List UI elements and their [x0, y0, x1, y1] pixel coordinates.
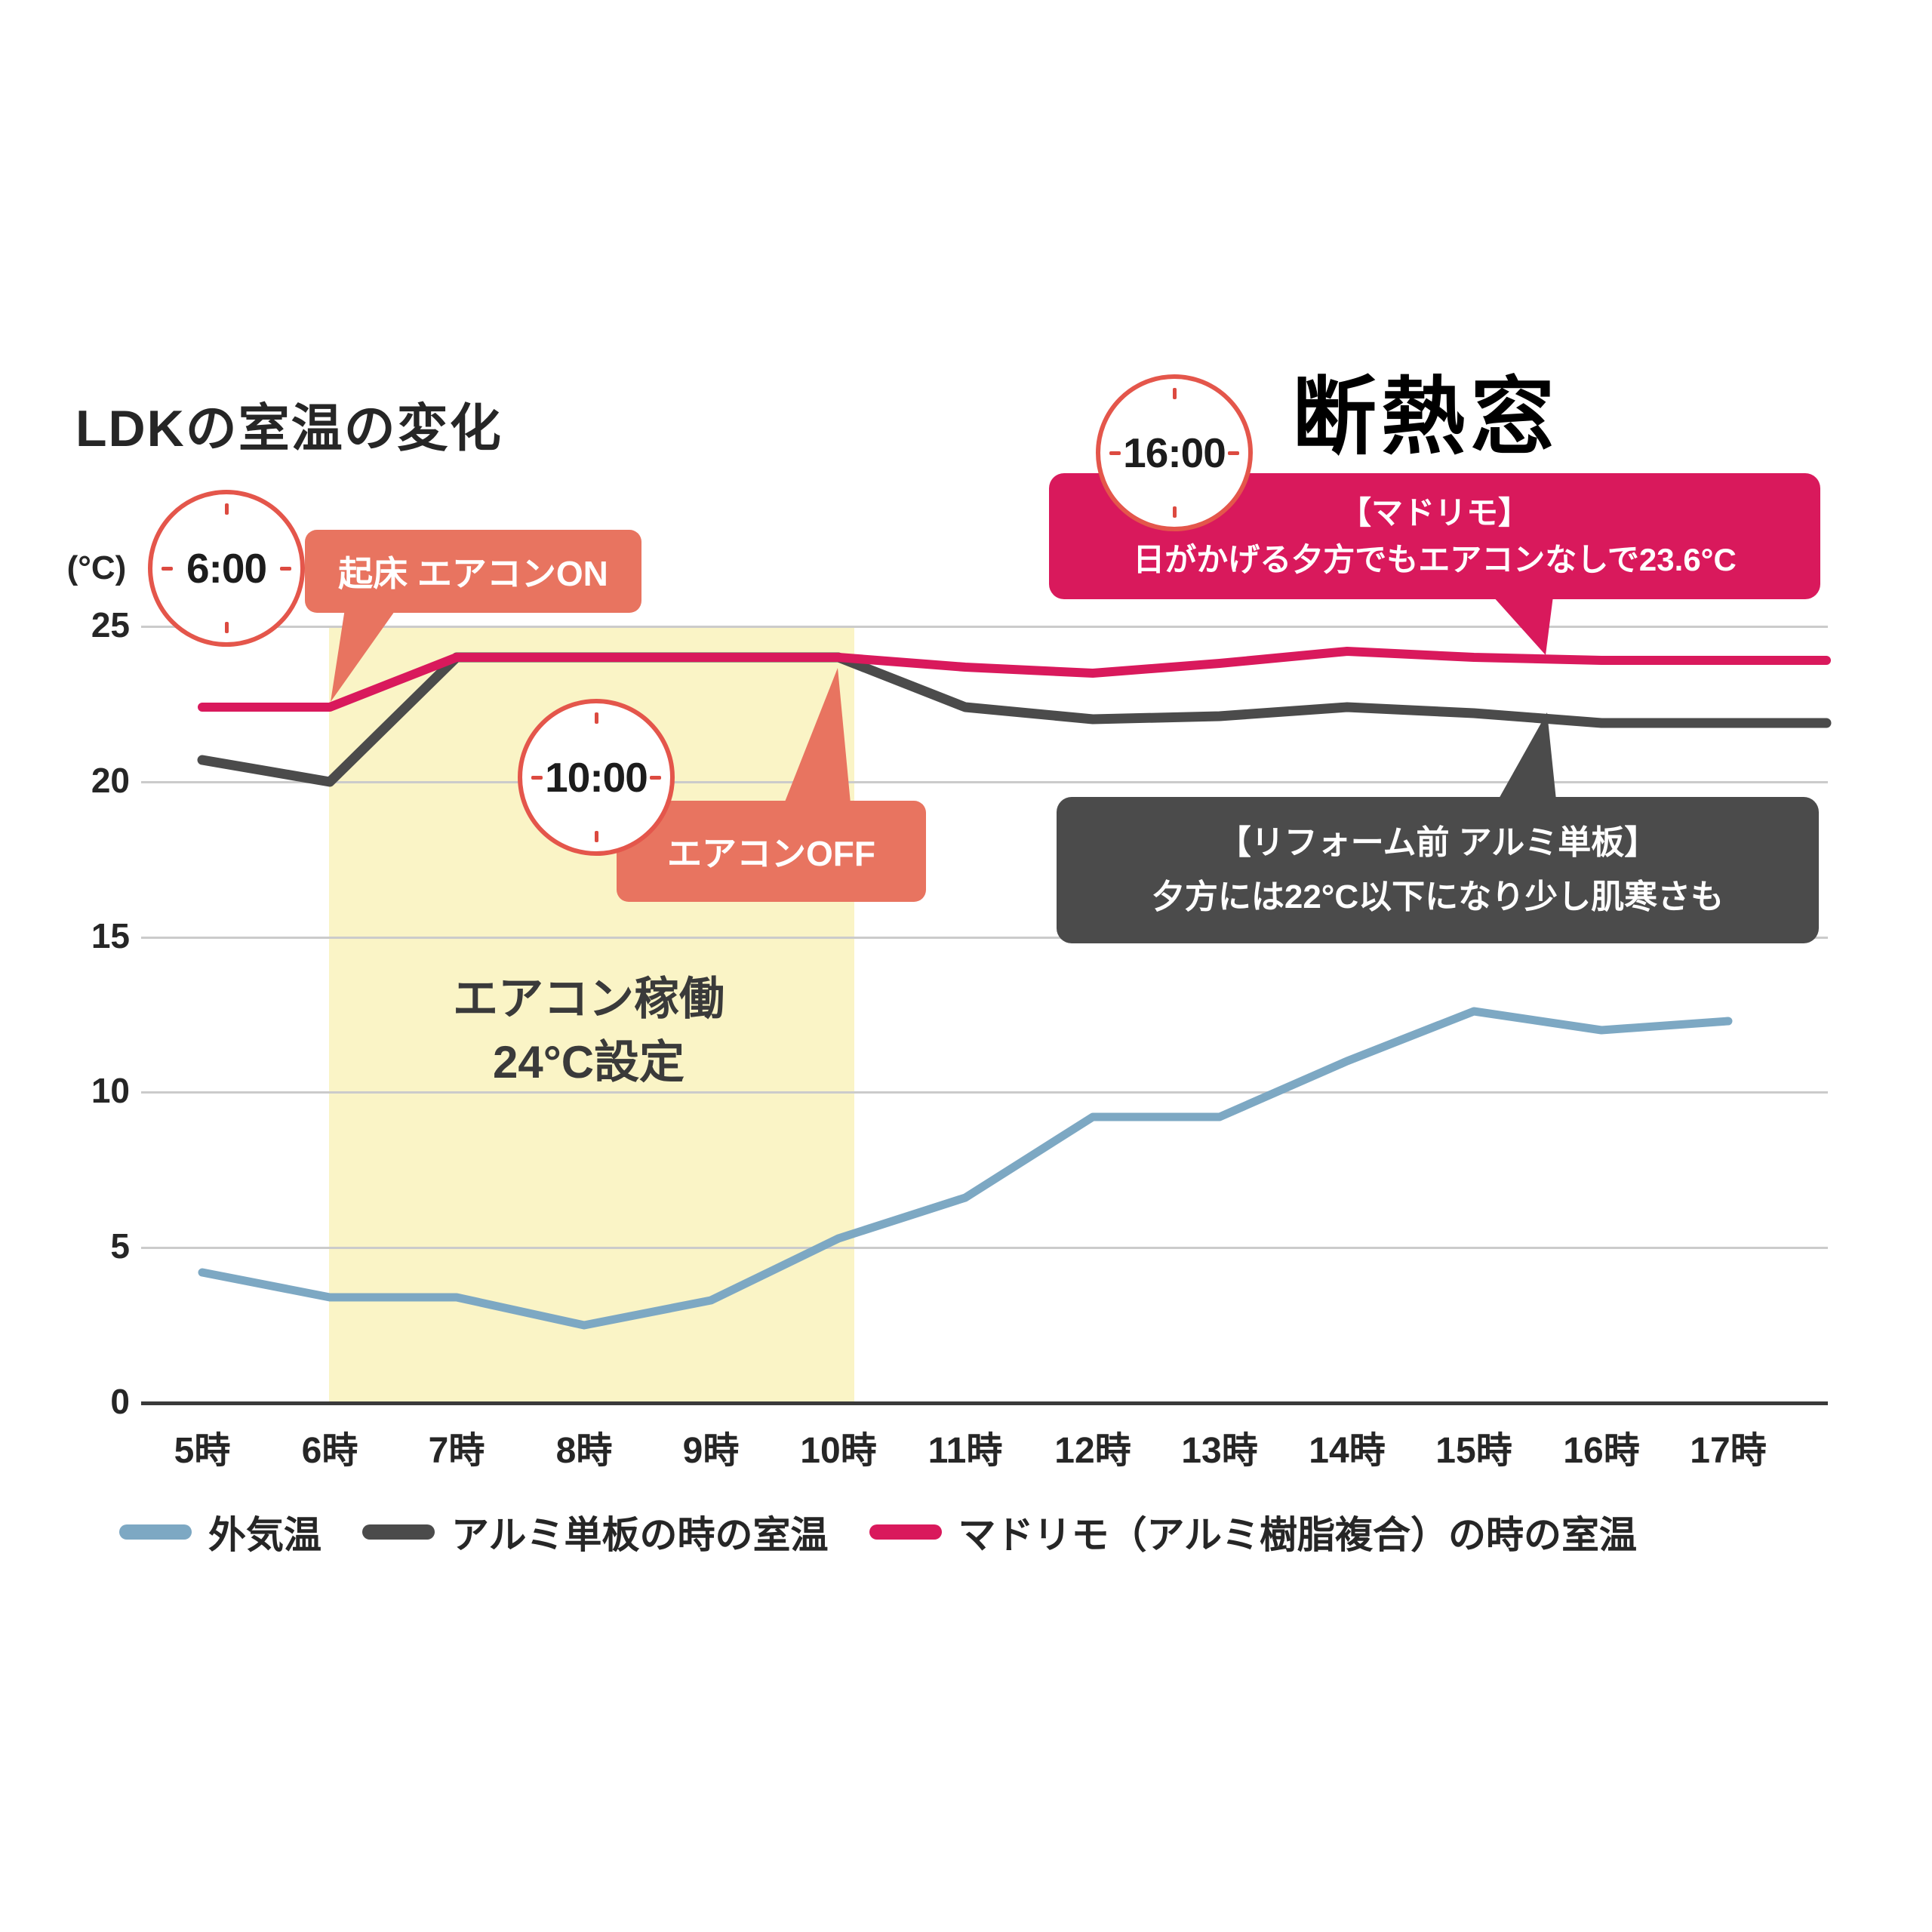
y-axis-tick-label: 10 — [91, 1071, 130, 1110]
clock-tick-icon — [1109, 451, 1121, 455]
x-axis-tick-label: 12時 — [1054, 1431, 1131, 1471]
clock-tick-icon — [162, 567, 173, 571]
x-axis-tick-label: 11時 — [928, 1431, 1003, 1471]
x-axis-tick-label: 10時 — [800, 1431, 877, 1471]
series-line-マドリモ（アルミ樹脂複合）の時の室温 — [198, 647, 1831, 712]
legend-swatch-icon — [362, 1524, 435, 1540]
madorimo-callout-box: 【マドリモ】 日がかげる夕方でもエアコンなしで23.6°C — [1049, 473, 1820, 599]
x-axis-tick-label: 15時 — [1435, 1431, 1512, 1471]
x-axis-line — [141, 1401, 1828, 1405]
x-axis-tick-label: 13時 — [1181, 1431, 1258, 1471]
x-axis-tick-label: 9時 — [682, 1431, 740, 1471]
legend-item: マドリモ（アルミ樹脂複合）の時の室温 — [869, 1505, 1638, 1559]
x-axis-tick-label: 17時 — [1690, 1431, 1767, 1471]
chart-title: LDKの室温の変化 — [75, 400, 503, 457]
wake-badge-pointer — [331, 604, 400, 702]
gridline-5 — [141, 1247, 1828, 1249]
series-line-アルミ単板の時の室温 — [197, 652, 1832, 787]
legend-label: 外気温 — [208, 1514, 321, 1556]
clock-icon-16: 16:00 — [1096, 374, 1253, 531]
aluminum-callout-line1: 【リフォーム前 アルミ単板】 — [1217, 824, 1658, 861]
clock-tick-icon — [225, 622, 229, 633]
legend-label: アルミ単板の時の室温 — [451, 1514, 829, 1556]
madorimo-callout-line1: 【マドリモ】 — [1339, 494, 1530, 531]
clock-tick-icon — [280, 567, 291, 571]
y-axis-tick-label: 20 — [91, 761, 130, 800]
clock-time-16: 16:00 — [1123, 429, 1226, 476]
wake-aircon-on-label: 起床 エアコンON — [338, 554, 608, 593]
legend-swatch-icon — [869, 1524, 942, 1540]
aircon-band-caption-line1: エアコン稼働 — [453, 974, 724, 1024]
clock-time-10: 10:00 — [545, 754, 648, 801]
clock-tick-icon — [650, 776, 661, 780]
legend-item: 外気温 — [119, 1505, 321, 1559]
x-axis-tick-label: 5時 — [174, 1431, 231, 1471]
aluminum-box-pointer — [1498, 712, 1556, 800]
clock-tick-icon — [595, 712, 598, 724]
clock-time-6: 6:00 — [186, 545, 267, 592]
legend: 外気温 アルミ単板の時の室温 マドリモ（アルミ樹脂複合）の時の室温 — [119, 1505, 1637, 1559]
y-axis-unit-label: (°C) — [66, 549, 127, 586]
series-lines — [197, 647, 1832, 1330]
aluminum-callout-line2: 夕方には22°C以下になり少し肌寒さも — [1151, 878, 1724, 915]
clock-tick-icon — [1173, 506, 1177, 518]
acoff-badge-pointer — [781, 668, 851, 811]
legend-item: アルミ単板の時の室温 — [362, 1505, 829, 1559]
clock-tick-icon — [225, 503, 229, 515]
madorimo-callout-line2: 日がかげる夕方でもエアコンなしで23.6°C — [1133, 541, 1737, 577]
clock-tick-icon — [1173, 388, 1177, 399]
y-axis-tick-label: 5 — [110, 1226, 130, 1266]
legend-label: マドリモ（アルミ樹脂複合）の時の室温 — [958, 1514, 1638, 1556]
y-axis-tick-label: 15 — [91, 916, 130, 955]
madorimo-box-pointer — [1493, 596, 1553, 655]
gridline-15 — [141, 937, 1828, 939]
gridline-10 — [141, 1091, 1828, 1094]
aircon-band-caption-line2: 24°C設定 — [492, 1037, 685, 1088]
aircon-off-label: エアコンOFF — [667, 834, 875, 873]
aircon-band-caption: エアコン稼働 24°C設定 — [362, 968, 815, 1094]
series-line-外気温 — [198, 1007, 1733, 1330]
clock-icon-6: 6:00 — [148, 490, 305, 647]
x-axis-tick-label: 6時 — [301, 1431, 358, 1471]
insulated-window-title: 断熱窓 — [1292, 370, 1559, 464]
legend-swatch-icon — [119, 1524, 192, 1540]
gridline-20 — [141, 781, 1828, 783]
clock-icon-10: 10:00 — [518, 699, 675, 856]
x-axis-tick-label: 16時 — [1563, 1431, 1640, 1471]
gridline-25 — [141, 626, 1828, 628]
clock-tick-icon — [1228, 451, 1239, 455]
aircon-off-badge: エアコンOFF — [617, 801, 926, 902]
wake-aircon-on-badge: 起床 エアコンON — [305, 530, 641, 613]
x-axis-tick-label: 14時 — [1309, 1431, 1386, 1471]
y-axis-tick-label: 0 — [110, 1382, 130, 1421]
aluminum-callout-box: 【リフォーム前 アルミ単板】 夕方には22°C以下になり少し肌寒さも — [1057, 797, 1819, 943]
clock-tick-icon — [531, 776, 543, 780]
x-axis-tick-label: 7時 — [428, 1431, 485, 1471]
clock-tick-icon — [595, 831, 598, 842]
x-axis-tick-label: 8時 — [555, 1431, 613, 1471]
y-axis-tick-label: 25 — [91, 605, 130, 645]
